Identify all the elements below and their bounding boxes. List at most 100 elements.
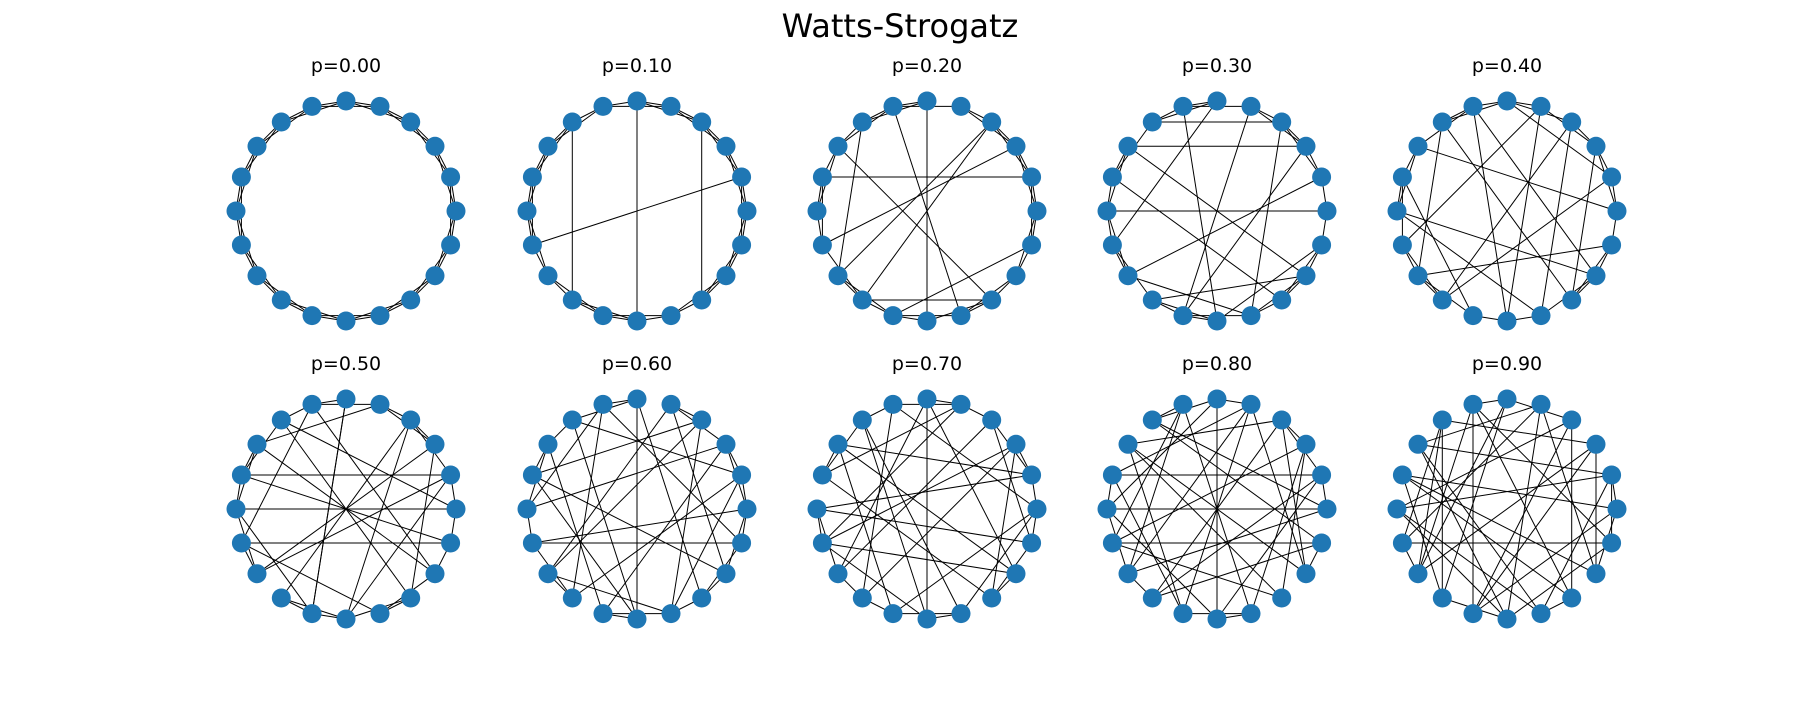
graph-node xyxy=(1497,389,1517,409)
graph-edge xyxy=(532,176,742,246)
graph-node xyxy=(692,588,712,608)
graph-node xyxy=(1463,604,1483,624)
graph-edge xyxy=(837,443,1032,476)
graph-edge xyxy=(1152,275,1307,301)
panel-title: p=0.70 xyxy=(892,353,962,375)
graph-node xyxy=(1173,394,1193,414)
graph-edge xyxy=(602,444,727,614)
graph-node xyxy=(1102,167,1122,187)
graph-panel: p=0.20 xyxy=(807,55,1047,331)
panel-title: p=0.90 xyxy=(1472,353,1542,375)
graph-edge xyxy=(816,508,1032,544)
graph-edge xyxy=(1127,419,1282,445)
graph-edge xyxy=(670,404,727,574)
graph-node xyxy=(1027,201,1047,221)
graph-edge xyxy=(1506,542,1612,620)
graph-panel: p=0.30 xyxy=(1097,55,1337,331)
graph-edge xyxy=(1396,210,1597,277)
graph-edge xyxy=(861,419,928,620)
graph-edge xyxy=(571,419,638,620)
graph-node xyxy=(917,91,937,111)
graph-node xyxy=(1173,96,1193,116)
graph-node xyxy=(441,533,461,553)
graph-node xyxy=(336,389,356,409)
graph-node xyxy=(1497,311,1517,331)
graph-node xyxy=(271,588,291,608)
graph-node xyxy=(1317,201,1337,221)
graph-node xyxy=(1562,112,1582,132)
graph-node xyxy=(852,112,872,132)
graph-node xyxy=(1272,410,1292,430)
graph-edge xyxy=(991,444,1017,599)
graph-edge xyxy=(1396,474,1612,510)
graph-edge xyxy=(532,419,702,476)
graph-node xyxy=(302,96,322,116)
graph-edge xyxy=(816,474,1032,510)
graph-node xyxy=(538,434,558,454)
graph-node xyxy=(883,394,903,414)
graph-node xyxy=(1272,112,1292,132)
graph-node xyxy=(982,410,1002,430)
graph-edge xyxy=(1442,419,1597,445)
graph-node xyxy=(807,499,827,519)
graph-edge xyxy=(1216,244,1322,322)
graph-node xyxy=(370,96,390,116)
graph-edge xyxy=(861,443,1017,599)
graph-node xyxy=(812,465,832,485)
graph-node xyxy=(441,465,461,485)
graph-edge xyxy=(1250,121,1283,316)
graph-node xyxy=(692,290,712,310)
graph-node xyxy=(716,266,736,286)
graph-node xyxy=(1531,306,1551,326)
graph-edge xyxy=(1472,419,1573,614)
graph-edge xyxy=(1402,474,1597,575)
graph-node xyxy=(562,410,582,430)
graph-node xyxy=(1241,306,1261,326)
graph-edge xyxy=(822,474,992,599)
graph-edge xyxy=(1127,176,1322,277)
graph-node xyxy=(1312,533,1332,553)
graph-edge xyxy=(547,444,604,614)
graph-node xyxy=(1272,290,1292,310)
graph-edge xyxy=(256,403,381,445)
graph-panel: p=0.60 xyxy=(517,353,757,629)
graph-edge xyxy=(1281,419,1307,574)
panel-title: p=0.60 xyxy=(602,353,672,375)
graph-node xyxy=(627,311,647,331)
graph-node xyxy=(1027,499,1047,519)
graph-edge xyxy=(1417,444,1542,614)
graph-edge xyxy=(241,474,451,544)
graph-edge xyxy=(1112,443,1307,544)
graph-node xyxy=(446,499,466,519)
graph-node xyxy=(336,609,356,629)
graph-edge xyxy=(636,398,703,599)
graph-node xyxy=(1408,434,1428,454)
graph-edge xyxy=(410,444,436,599)
graph-node xyxy=(1463,306,1483,326)
graph-node xyxy=(828,136,848,156)
graph-node xyxy=(226,201,246,221)
graph-node xyxy=(247,136,267,156)
graph-edge xyxy=(547,573,672,615)
graph-edge xyxy=(892,244,1032,317)
graph-edge xyxy=(1472,404,1573,599)
graph-node xyxy=(812,235,832,255)
graph-node xyxy=(1562,290,1582,310)
graph-node xyxy=(661,604,681,624)
graph-edge xyxy=(837,121,863,276)
graph-edge xyxy=(1472,444,1597,614)
graph-edge xyxy=(1112,403,1252,476)
graph-node xyxy=(538,136,558,156)
graph-node xyxy=(883,306,903,326)
graph-edge xyxy=(1127,275,1252,317)
graph-node xyxy=(1387,499,1407,519)
graph-edge xyxy=(547,404,672,574)
graph-node xyxy=(627,389,647,409)
panel-title: p=0.30 xyxy=(1182,55,1252,77)
graph-node xyxy=(247,434,267,454)
graph-node xyxy=(732,465,752,485)
graph-edge xyxy=(1127,404,1252,574)
graph-node xyxy=(1312,235,1332,255)
graph-edge xyxy=(1401,176,1474,316)
